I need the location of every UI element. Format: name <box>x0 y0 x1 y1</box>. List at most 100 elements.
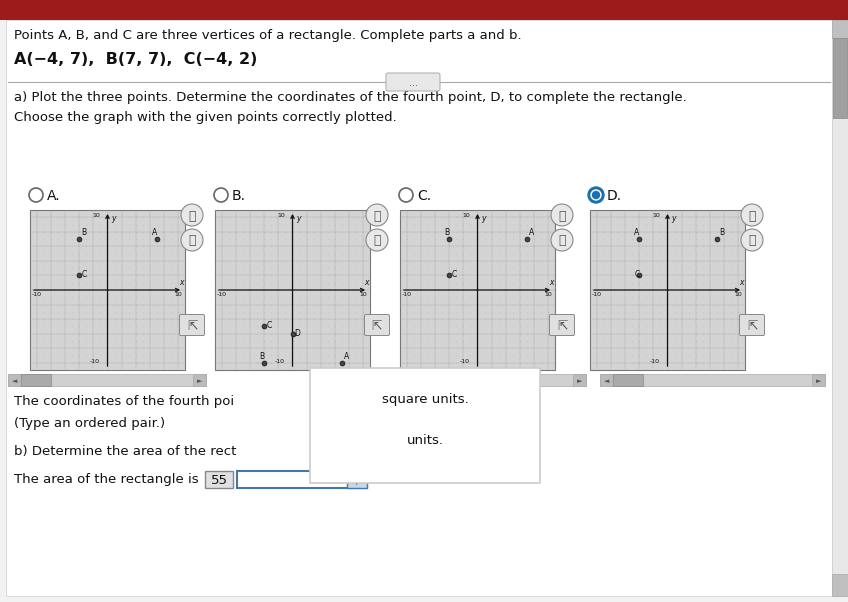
Text: ⌕: ⌕ <box>188 209 196 223</box>
Text: A: A <box>152 228 157 237</box>
Text: ⇱: ⇱ <box>187 320 198 332</box>
Text: ⌕: ⌕ <box>558 209 566 223</box>
Bar <box>0 0 848 20</box>
FancyBboxPatch shape <box>739 314 765 335</box>
Text: ⇱: ⇱ <box>557 320 567 332</box>
Text: x: x <box>364 278 368 287</box>
Text: A: A <box>634 228 639 237</box>
Text: 10: 10 <box>278 213 286 219</box>
Text: Choose the graph with the given points correctly plotted.: Choose the graph with the given points c… <box>14 111 397 125</box>
Bar <box>215 210 370 370</box>
Text: C: C <box>81 270 86 279</box>
Bar <box>812 374 825 386</box>
Bar <box>590 210 745 370</box>
Text: ◄: ◄ <box>12 378 17 384</box>
Circle shape <box>214 188 228 202</box>
Text: 55: 55 <box>210 474 227 487</box>
Text: -10: -10 <box>275 359 284 364</box>
Text: ⌕: ⌕ <box>558 235 566 247</box>
Text: A: A <box>343 352 349 361</box>
Text: -10: -10 <box>90 359 99 364</box>
Text: C: C <box>634 270 639 279</box>
Text: a) Plot the three points. Determine the coordinates of the fourth point, D, to c: a) Plot the three points. Determine the … <box>14 92 687 105</box>
Text: C: C <box>266 321 271 330</box>
Text: -10: -10 <box>32 292 42 297</box>
Text: Points A, B, and C are three vertices of a rectangle. Complete parts a and b.: Points A, B, and C are three vertices of… <box>14 29 522 43</box>
Text: ◄: ◄ <box>404 378 410 384</box>
Bar <box>400 210 555 370</box>
Text: A(−4, 7),  B(7, 7),  C(−4, 2): A(−4, 7), B(7, 7), C(−4, 2) <box>14 52 258 67</box>
Bar <box>30 210 185 370</box>
Text: ⇱: ⇱ <box>747 320 757 332</box>
Text: -10: -10 <box>650 359 660 364</box>
Text: -10: -10 <box>402 292 412 297</box>
Bar <box>832 574 848 596</box>
Bar <box>310 368 540 483</box>
Text: ⌕: ⌕ <box>188 235 196 247</box>
Text: ⌕: ⌕ <box>748 209 756 223</box>
Circle shape <box>591 190 601 200</box>
Bar <box>400 374 586 386</box>
Text: D: D <box>294 329 300 338</box>
Text: y: y <box>672 214 676 223</box>
Text: B: B <box>81 228 86 237</box>
Bar <box>193 374 206 386</box>
Text: ►: ► <box>197 378 202 384</box>
Bar <box>600 374 825 386</box>
Text: 10: 10 <box>92 213 101 219</box>
Bar <box>237 471 367 488</box>
Bar <box>613 374 643 386</box>
Text: ...: ... <box>409 78 417 88</box>
Circle shape <box>741 204 763 226</box>
Circle shape <box>551 204 573 226</box>
Text: y: y <box>482 214 486 223</box>
Bar <box>347 471 367 488</box>
Text: y: y <box>297 214 301 223</box>
Text: 10: 10 <box>359 292 367 297</box>
Text: B: B <box>719 228 724 237</box>
Bar <box>573 374 586 386</box>
Text: C: C <box>451 270 456 279</box>
Circle shape <box>366 204 388 226</box>
Bar <box>400 374 413 386</box>
Circle shape <box>366 229 388 251</box>
Circle shape <box>399 188 413 202</box>
Text: (Type an ordered pair.): (Type an ordered pair.) <box>14 418 165 430</box>
Bar <box>600 374 613 386</box>
Bar <box>8 374 206 386</box>
Text: The coordinates of the fourth poi: The coordinates of the fourth poi <box>14 396 234 409</box>
Text: -10: -10 <box>217 292 227 297</box>
Text: ⌕: ⌕ <box>373 235 381 247</box>
Text: y: y <box>111 214 116 223</box>
Text: ►: ► <box>816 378 821 384</box>
Circle shape <box>588 187 604 203</box>
Text: 10: 10 <box>544 292 552 297</box>
Bar <box>832 20 848 596</box>
Circle shape <box>741 229 763 251</box>
Text: ⌕: ⌕ <box>373 209 381 223</box>
Text: ⌕: ⌕ <box>748 235 756 247</box>
FancyBboxPatch shape <box>550 314 574 335</box>
Text: A.: A. <box>47 189 60 203</box>
Text: The area of the rectangle is: The area of the rectangle is <box>14 474 203 486</box>
Circle shape <box>181 229 203 251</box>
Text: ◄: ◄ <box>604 378 609 384</box>
Circle shape <box>593 191 600 199</box>
Text: 10: 10 <box>174 292 181 297</box>
Text: B: B <box>259 352 265 361</box>
Text: D.: D. <box>607 189 622 203</box>
Bar <box>205 471 233 488</box>
Text: -10: -10 <box>460 359 470 364</box>
Bar <box>832 20 848 38</box>
Text: B: B <box>444 228 449 237</box>
Text: ⇱: ⇱ <box>371 320 382 332</box>
Bar <box>8 374 21 386</box>
Bar <box>21 374 51 386</box>
Text: x: x <box>549 278 553 287</box>
Circle shape <box>29 188 43 202</box>
Text: C.: C. <box>417 189 431 203</box>
Bar <box>833 38 847 118</box>
Text: ▼: ▼ <box>354 476 360 485</box>
Text: x: x <box>179 278 183 287</box>
Text: 10: 10 <box>734 292 742 297</box>
